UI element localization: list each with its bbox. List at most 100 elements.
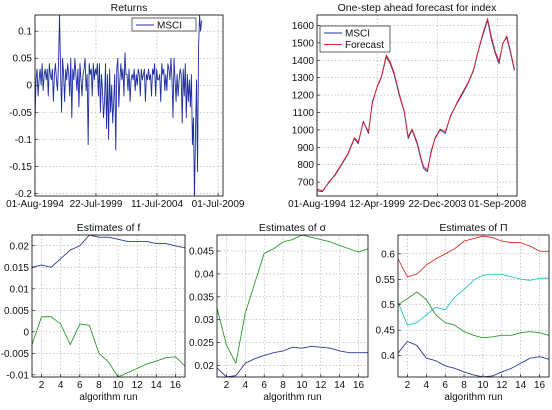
y-tick-label: 0.03	[195, 315, 215, 326]
series-group	[317, 18, 515, 193]
chart-5: 2 4 6 8 10 12 14 16 0.4 0.45 0.5 0.55 0.6 Estimates o…	[376, 222, 550, 403]
series-line-forecast	[317, 18, 515, 192]
x-tick-label: 01-Jul-2009	[192, 199, 245, 210]
chart-3: 2 4 6 8 10 12 14 16 -0.01 -0.005 0 0.005 0.01 0.015 0.…	[1, 222, 186, 403]
x-tick-label: 01-Aug-1994	[6, 199, 64, 210]
series-line-1	[217, 345, 368, 377]
y-tick-label: 1100	[292, 108, 314, 119]
y-tick-label: 0.015	[4, 263, 29, 274]
x-tick-label: 12	[496, 380, 508, 391]
x-tick-label: 8	[96, 380, 102, 391]
y-tick-label: 900	[297, 143, 314, 154]
series-line-3	[398, 291, 549, 339]
x-tick-label: 8	[461, 380, 467, 391]
chart-2: 01-Aug-1994 12-Apr-1999 22-Dec-2003 01-Sep-…	[288, 2, 527, 210]
x-tick-label: 10	[477, 380, 489, 391]
plot-frame	[31, 234, 186, 378]
x-tick-label: 2	[405, 380, 411, 391]
y-tick-label: 1400	[292, 56, 315, 67]
y-tick-label: 0.5	[381, 300, 395, 311]
y-tick-label: 700	[297, 178, 314, 189]
series-group	[398, 235, 549, 377]
chart-title: Returns	[111, 2, 148, 14]
x-tick-label: 6	[77, 380, 83, 391]
x-tick-label: 14	[151, 380, 163, 391]
plot-frame	[34, 14, 224, 197]
chart-title: One-step ahead forecast for index	[338, 2, 498, 14]
x-tick-label: 10	[296, 380, 308, 391]
plot-frame	[316, 14, 518, 197]
x-tick-label: 16	[353, 380, 365, 391]
legend-label: MSCI	[157, 21, 182, 32]
legend-box	[131, 17, 197, 32]
y-tick-label: 0.04	[195, 269, 215, 280]
y-tick-label: 1000	[292, 125, 315, 136]
x-tick-label: 01-Sep-2008	[468, 199, 526, 210]
plot-frame	[397, 234, 550, 378]
series-group	[35, 15, 203, 196]
y-tick-label: 0.1	[18, 27, 32, 38]
series-line-2	[32, 316, 185, 377]
y-tick-label: 0.55	[376, 275, 396, 286]
series-line-2	[398, 273, 549, 326]
y-tick-label: 0.05	[13, 54, 33, 65]
y-tick-label: 0.45	[376, 326, 396, 337]
y-tick-label: 0.045	[189, 247, 214, 258]
series-group	[32, 235, 185, 377]
y-tick-label: -0.005	[1, 349, 30, 360]
chart-title: Estimates of σ	[259, 222, 327, 234]
x-tick-label: 4	[424, 380, 430, 391]
x-tick-label: 12	[132, 380, 144, 391]
series-line-1	[398, 235, 549, 278]
x-tick-label: 2	[224, 380, 230, 391]
x-tick-label: 22-Dec-2003	[408, 199, 466, 210]
x-tick-label: 14	[334, 380, 346, 391]
legend: MSCI	[131, 17, 197, 32]
y-tick-label: -0.01	[6, 370, 29, 381]
x-tick-label: 12	[315, 380, 327, 391]
y-tick-label: -0.15	[9, 162, 32, 173]
legend-label: Forecast	[345, 40, 384, 51]
y-tick-label: 0.02	[195, 361, 215, 372]
y-tick-label: 1200	[292, 91, 315, 102]
x-tick-label: 10	[113, 380, 125, 391]
y-tick-label: 0.6	[381, 249, 395, 260]
series-line-4	[398, 340, 549, 377]
chart-1: 01-Aug-1994 22-Jul-1999 11-Jul-2004 01-Jul-…	[6, 2, 245, 210]
series-line-msci	[35, 15, 203, 196]
y-tick-label: 0	[26, 81, 32, 92]
series-line-2	[217, 235, 368, 364]
x-axis-label: algorithm run	[444, 392, 502, 403]
x-tick-label: 12-Apr-1999	[349, 199, 405, 210]
x-tick-label: 8	[280, 380, 286, 391]
x-tick-label: 6	[442, 380, 448, 391]
y-tick-label: -0.05	[9, 108, 32, 119]
x-tick-label: 14	[515, 380, 527, 391]
y-tick-label: 1500	[292, 38, 315, 49]
x-tick-label: 2	[39, 380, 45, 391]
legend-label: MSCI	[345, 29, 370, 40]
chart-4: 2 4 6 8 10 12 14 16 0.02 0.025 0.03 0.035 0.04 0.045 E…	[189, 222, 369, 403]
chart-title: Estimates of f	[77, 222, 141, 234]
x-tick-label: 4	[243, 380, 249, 391]
x-axis-label: algorithm run	[79, 392, 137, 403]
y-tick-label: 0.005	[4, 306, 29, 317]
x-tick-label: 4	[58, 380, 64, 391]
x-tick-label: 11-Jul-2004	[131, 199, 184, 210]
y-tick-label: 1300	[292, 73, 315, 84]
x-tick-label: 16	[170, 380, 182, 391]
y-tick-label: 0	[23, 327, 29, 338]
series-group	[217, 235, 368, 377]
x-tick-label: 16	[534, 380, 546, 391]
legend-box	[319, 25, 391, 53]
y-tick-label: 1600	[292, 21, 315, 32]
y-tick-label: 0.025	[189, 338, 214, 349]
y-tick-label: -0.2	[15, 189, 33, 200]
y-tick-label: 0.01	[10, 284, 30, 295]
x-axis-label: algorithm run	[263, 392, 321, 403]
y-tick-label: -0.1	[15, 135, 33, 146]
plot-frame	[216, 234, 369, 378]
